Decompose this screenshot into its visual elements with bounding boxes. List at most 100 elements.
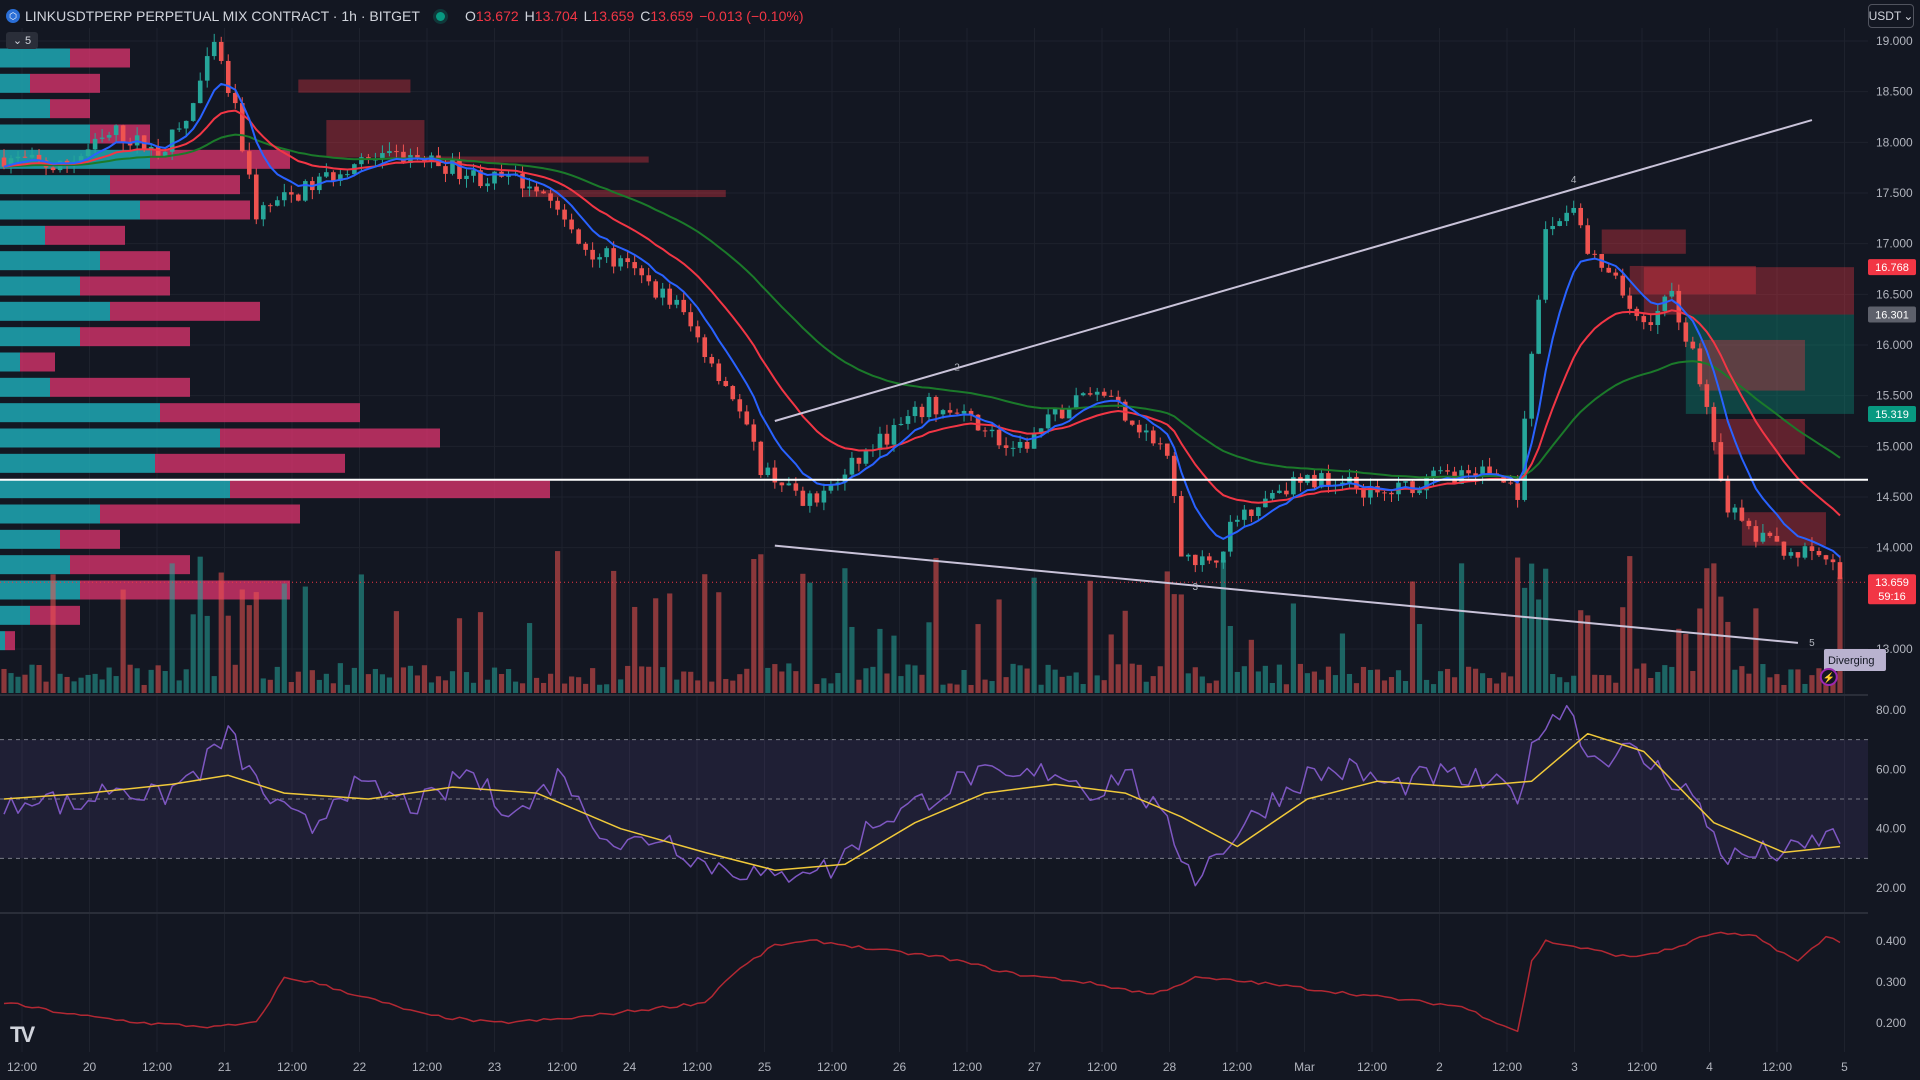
- diverging-tag[interactable]: [1823, 649, 1886, 671]
- symbol-title[interactable]: LINKUSDTPERP PERPETUAL MIX CONTRACT · 1h…: [25, 8, 420, 24]
- candle-body: [239, 103, 245, 152]
- candle-body: [1760, 532, 1766, 542]
- volume-bar: [491, 667, 498, 693]
- lower-trendline[interactable]: [774, 544, 1799, 644]
- candle-body: [1361, 487, 1366, 498]
- wave-label: 5: [1809, 638, 1815, 649]
- volume-bar: [85, 674, 91, 693]
- candle-body: [1515, 483, 1520, 500]
- currency-select[interactable]: USDT ⌄: [1868, 4, 1914, 28]
- tradingview-logo-icon[interactable]: TV: [10, 1022, 35, 1047]
- candle-body: [303, 181, 308, 201]
- volume-bar: [1024, 668, 1030, 693]
- time-tick-label: 5: [1841, 1060, 1848, 1074]
- lower-tick-label: 0.400: [1876, 934, 1906, 948]
- axes: 19.000 18.500 18.000 17.500 17.000 16.500 16.0…: [7, 0, 1920, 1080]
- candle-body: [169, 129, 175, 152]
- time-tick-label: 12:00: [1762, 1060, 1792, 1074]
- volume-bar: [1115, 664, 1121, 693]
- time-tick-label: 12:00: [547, 1060, 577, 1074]
- volume-bar: [134, 668, 140, 693]
- candle-body: [1669, 290, 1675, 297]
- candle-body: [541, 191, 546, 194]
- volume-bar: [1501, 672, 1507, 693]
- candle-body: [1059, 408, 1065, 419]
- volume-bar: [912, 665, 918, 693]
- candle-body: [1445, 470, 1450, 472]
- volume-profile-sell-bar: [50, 99, 90, 119]
- volume-bar: [590, 668, 596, 693]
- volume-bar: [1423, 679, 1430, 693]
- collapse-indicators-button[interactable]: ⌄ 5: [6, 32, 38, 49]
- time-tick-label: 2: [1436, 1060, 1443, 1074]
- candle-body: [1066, 409, 1072, 419]
- candle-body: [646, 275, 651, 282]
- volume-bar: [1837, 577, 1843, 693]
- volume-bar: [737, 674, 743, 693]
- volume-bar: [218, 572, 224, 693]
- time-tick-label: 12:00: [682, 1060, 712, 1074]
- time-tick-label: 12:00: [952, 1060, 982, 1074]
- volume-bar: [78, 677, 84, 693]
- supply-zone: [1601, 229, 1686, 254]
- upper-trendline[interactable]: [774, 119, 1813, 422]
- price-tick-label: 15.500: [1876, 389, 1913, 403]
- volume-bar: [639, 666, 645, 693]
- volume-bar: [758, 554, 764, 693]
- symbol-logo-icon[interactable]: ⬡: [6, 9, 20, 23]
- price-axis-label: [1868, 406, 1916, 423]
- volume-profile-sell-bar: [230, 479, 550, 499]
- wave-label: 4: [1571, 175, 1577, 186]
- candle-body: [225, 60, 231, 93]
- countdown-label-text: 59:16: [1878, 591, 1906, 603]
- volume-bar: [351, 667, 357, 693]
- volume-bar: [1711, 563, 1717, 693]
- candle-body: [1157, 443, 1163, 445]
- volume-profile-sell-bar: [160, 403, 360, 423]
- volume-bar: [302, 586, 308, 693]
- volume-bar: [1760, 664, 1766, 693]
- candle-body: [457, 159, 462, 180]
- volume-profile-buy-bar: [0, 555, 70, 575]
- candle-body: [478, 170, 483, 187]
- volume-bar: [498, 673, 505, 693]
- price-axis-background[interactable]: [1868, 0, 1920, 1080]
- candle-body: [744, 411, 750, 425]
- supply-zone: [1629, 265, 1756, 295]
- chevron-down-icon: ⌄: [12, 35, 23, 47]
- candle-body: [1192, 554, 1198, 566]
- volume-profile-buy-bar: [0, 428, 220, 448]
- candle-body: [1578, 207, 1584, 226]
- volume-bar: [905, 664, 911, 693]
- candle-body: [674, 299, 680, 305]
- price-tick-label: 15.000: [1876, 439, 1913, 453]
- candle-body: [485, 183, 490, 187]
- price-tick-label: 17.000: [1876, 237, 1913, 251]
- volume-bar: [50, 574, 56, 693]
- volume-bar: [1416, 624, 1423, 693]
- candle-body: [415, 155, 420, 158]
- time-tick-label: 21: [218, 1060, 232, 1074]
- volume-bar: [1395, 670, 1402, 693]
- volume-bar: [744, 668, 750, 693]
- candle-body: [716, 363, 722, 382]
- candle-body: [1052, 408, 1058, 415]
- time-tick-label: 24: [623, 1060, 637, 1074]
- annotations: 2 3 4 5 Diverging ⚡: [954, 175, 1886, 686]
- volume-bar: [1360, 666, 1367, 693]
- candle-body: [345, 174, 350, 176]
- candle-body: [940, 410, 946, 415]
- volume-profile-sell-bar: [80, 327, 190, 347]
- candle-body: [1662, 296, 1668, 311]
- volume-bar: [470, 682, 477, 693]
- volume-bar: [954, 684, 960, 693]
- candle-body: [933, 396, 939, 415]
- volume-bar: [449, 671, 456, 693]
- volume-bar: [1262, 665, 1268, 693]
- open-value: 13.672: [475, 8, 519, 24]
- candle-body: [653, 281, 659, 298]
- candle-body: [492, 171, 497, 184]
- lightning-icon[interactable]: [1819, 668, 1838, 686]
- volume-bar: [519, 683, 526, 693]
